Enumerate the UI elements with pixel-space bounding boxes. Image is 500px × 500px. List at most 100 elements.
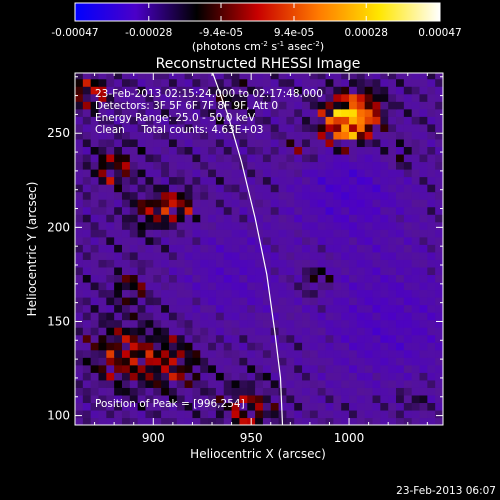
heatmap-cell [302,342,311,351]
heatmap-cell [302,259,311,268]
heatmap-cell [247,138,256,148]
heatmap-cell [419,342,428,351]
heatmap-cell [121,176,131,185]
heatmap-cell [121,357,131,366]
heatmap-cell [286,334,295,343]
heatmap-cell [129,93,139,102]
heatmap-cell [223,364,233,373]
heatmap-cell [349,229,358,238]
heatmap-cell [137,199,147,208]
heatmap-cell [380,199,389,208]
heatmap-cell [278,101,288,110]
heatmap-cell [215,199,225,208]
heatmap-cell [153,372,162,381]
heatmap-cell [403,73,413,80]
heatmap-cell [114,266,123,276]
heatmap-cell [286,372,295,381]
heatmap-cell [192,402,201,411]
heatmap-cell [435,312,443,321]
heatmap-cell [356,251,366,260]
heatmap-cell [294,281,303,291]
heatmap-cell [294,229,303,238]
heatmap-cell [356,342,366,351]
heatmap-cell [153,387,162,396]
heatmap-cell [231,206,241,215]
heatmap-cell [137,409,147,419]
heatmap-cell [98,206,107,215]
heatmap-cell [121,78,131,87]
heatmap-cell [239,244,248,253]
heatmap-cell [129,221,139,230]
heatmap-cell [114,281,123,291]
heatmap-cell [184,266,194,276]
heatmap-cell [341,364,350,373]
heatmap-cell [388,251,397,260]
colorbar-tick-label: -0.00047 [51,27,98,39]
heatmap-cell [82,101,92,110]
heatmap-cell [427,229,436,238]
heatmap-cell [184,312,194,321]
heatmap-cell [145,191,154,200]
heatmap-cell [192,281,201,291]
heatmap-cell [302,372,311,381]
heatmap-cell [403,334,413,343]
heatmap-cell [200,379,209,388]
heatmap-cell [364,327,374,336]
heatmap-cell [278,108,288,117]
heatmap-cell [364,138,374,148]
heatmap-cell [262,116,272,125]
heatmap-cell [98,251,107,260]
heatmap-cell [278,281,288,291]
heatmap-cell [333,417,342,425]
heatmap-cell [349,394,358,404]
heatmap-cell [419,364,428,373]
heatmap-cell [388,281,397,291]
heatmap-cell [278,236,288,245]
heatmap-cell [200,73,209,80]
heatmap-cell [75,131,84,140]
heatmap-cell [435,274,443,283]
heatmap-cell [247,146,256,155]
heatmap-cell [153,364,162,373]
heatmap-cell [427,221,436,230]
heatmap-cell [262,78,272,87]
heatmap-cell [427,297,436,306]
heatmap-cell [278,394,288,404]
heatmap-cell [411,93,421,102]
heatmap-cell [380,244,389,253]
heatmap-cell [98,312,107,321]
heatmap-cell [380,101,389,110]
heatmap-cell [168,176,178,185]
heatmap-cell [427,266,436,276]
heatmap-cell [223,86,233,95]
heatmap-cell [153,176,162,185]
heatmap-cell [262,251,272,260]
heatmap-cell [380,251,389,260]
heatmap-cell [270,236,280,245]
heatmap-cell [286,108,295,117]
heatmap-cell [435,297,443,306]
heatmap-cell [192,409,201,419]
heatmap-cell [255,73,264,80]
heatmap-cell [247,289,256,298]
heatmap-cell [372,146,381,155]
heatmap-cell [98,297,107,306]
heatmap-cell [270,184,280,193]
heatmap-cell [427,312,436,321]
heatmap-cell [380,387,389,396]
heatmap-cell [356,394,366,404]
heatmap-cell [349,357,358,366]
heatmap-cell [153,357,162,366]
heatmap-cell [145,417,154,425]
heatmap-cell [239,123,248,132]
heatmap-cell [262,334,272,343]
heatmap-cell [396,108,405,117]
heatmap-cell [82,206,92,215]
heatmap-cell [161,101,170,110]
heatmap-cell [435,379,443,388]
heatmap-cell [215,327,225,336]
heatmap-cell [435,319,443,328]
heatmap-cell [137,236,147,245]
heatmap-cell [364,214,374,223]
heatmap-cell [388,153,397,163]
